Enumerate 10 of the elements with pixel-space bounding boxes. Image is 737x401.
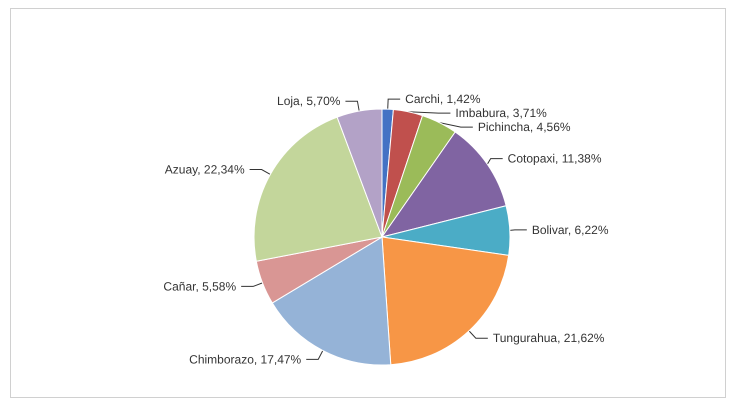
- slice-label: Imbabura, 3,71%: [455, 106, 548, 120]
- slice-label: Cañar, 5,58%: [163, 279, 236, 294]
- slice-label: Bolivar, 6,22%: [532, 222, 609, 237]
- slice-label: Pichincha, 4,56%: [478, 120, 571, 134]
- slice-label: Chimborazo, 17,47%: [189, 352, 302, 366]
- slice-label: Tungurahua, 21,62%: [492, 331, 605, 346]
- slice-label: Loja, 5,70%: [277, 94, 341, 108]
- slice-label: Azuay, 22,34%: [164, 162, 245, 177]
- slice-label: Carchi, 1,42%: [405, 92, 481, 106]
- slice-label: Cotopaxi, 11,38%: [508, 152, 602, 166]
